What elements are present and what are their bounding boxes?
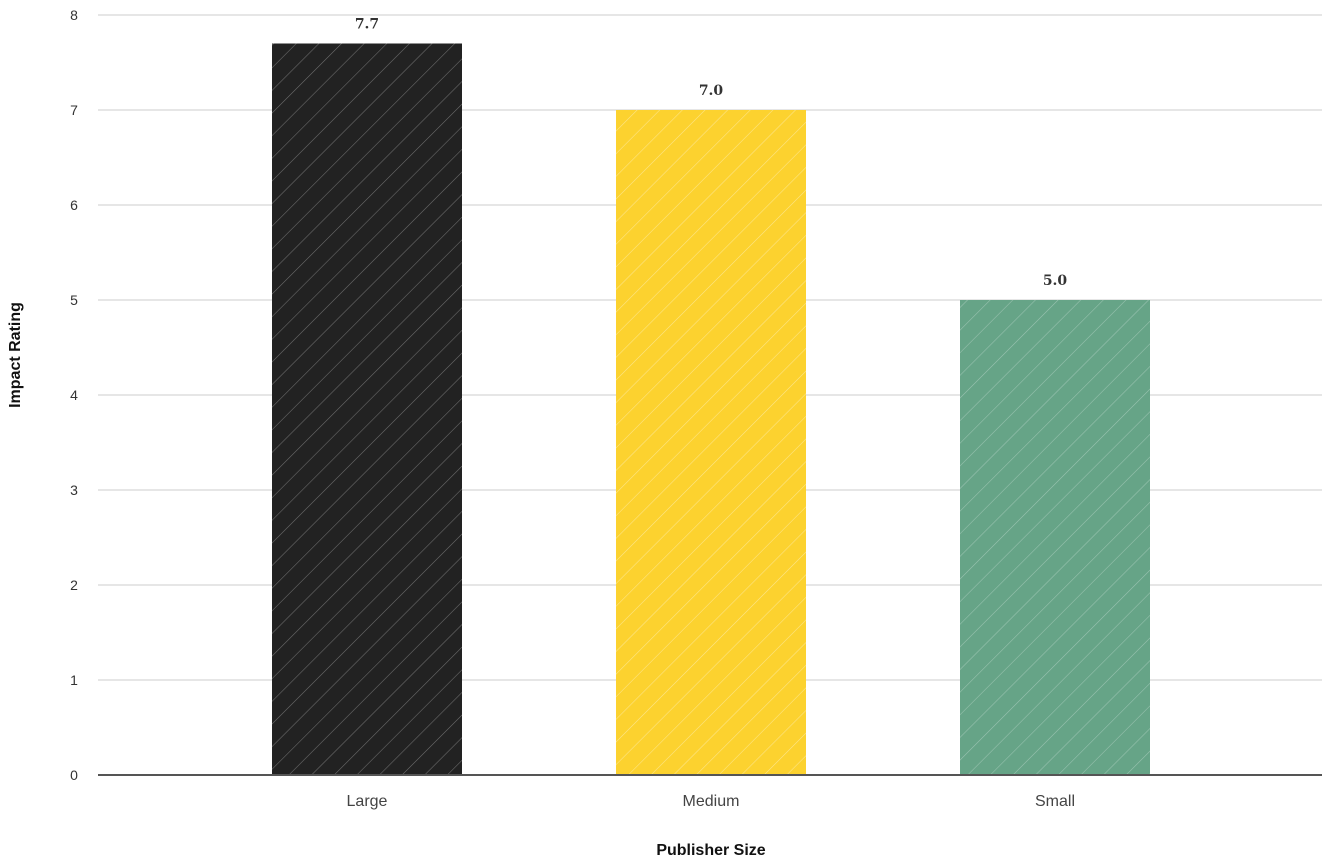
y-tick-label: 3 xyxy=(70,482,78,498)
y-tick-label: 4 xyxy=(70,387,78,403)
data-label: 7.7 xyxy=(355,17,379,33)
x-tick-label: Small xyxy=(1035,793,1075,810)
bar-small[interactable] xyxy=(960,300,1150,775)
y-tick-label: 7 xyxy=(70,102,78,118)
bar-large[interactable] xyxy=(272,43,462,776)
y-tick-label: 6 xyxy=(70,197,78,213)
y-axis-title: Impact Rating xyxy=(7,302,24,408)
x-axis-ticks: Large Medium Small xyxy=(347,793,1075,810)
data-label: 7.0 xyxy=(699,83,724,99)
y-axis-ticks: 0 1 2 3 4 5 6 7 8 xyxy=(70,7,78,783)
y-tick-label: 0 xyxy=(70,767,78,783)
y-tick-label: 2 xyxy=(70,577,78,593)
y-tick-label: 8 xyxy=(70,7,78,23)
bar-medium[interactable] xyxy=(616,110,806,775)
x-axis-title: Publisher Size xyxy=(656,842,765,859)
x-tick-label: Large xyxy=(347,793,388,810)
data-label: 5.0 xyxy=(1043,273,1068,289)
y-tick-label: 5 xyxy=(70,292,78,308)
data-labels: 7.7 7.0 5.0 xyxy=(355,17,1068,290)
bars xyxy=(272,43,1150,776)
x-tick-label: Medium xyxy=(683,793,740,810)
y-tick-label: 1 xyxy=(70,672,78,688)
